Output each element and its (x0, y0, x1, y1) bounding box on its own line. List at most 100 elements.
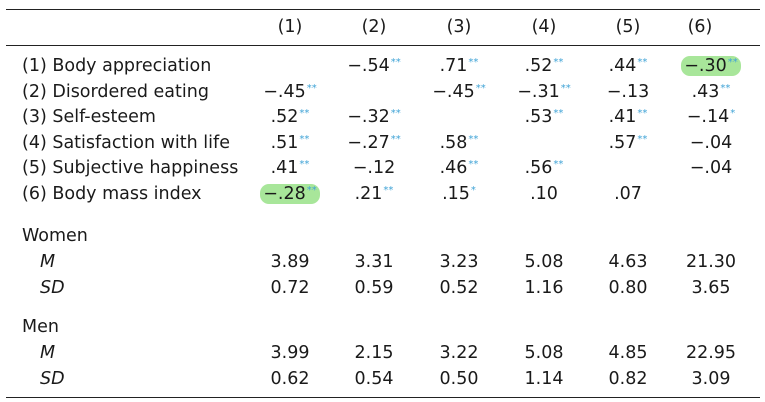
significance-marker: ** (468, 159, 479, 170)
correlation-value: .44** (608, 56, 648, 76)
correlation-cell: .71** (414, 55, 504, 77)
stat-value: 3.99 (270, 343, 310, 363)
correlation-cell: .51** (245, 132, 335, 154)
correlation-cell: .52** (499, 55, 589, 77)
correlation-cell: .07 (583, 183, 673, 205)
column-header: (6) (687, 17, 713, 37)
significance-marker: ** (390, 57, 401, 68)
stat-label: SD (40, 278, 65, 298)
row-label: (4) Satisfaction with life (22, 133, 230, 153)
column-header: (1) (277, 17, 303, 37)
significance-marker: ** (553, 159, 564, 170)
correlation-cell: −.32** (329, 106, 419, 128)
correlation-value: −.45** (432, 82, 486, 102)
stat-label: SD (40, 369, 65, 389)
significance-marker: ** (306, 83, 317, 94)
correlation-value: −.13 (606, 82, 650, 102)
stat-value: 5.08 (524, 343, 564, 363)
column-header: (4) (531, 17, 557, 37)
significance-marker: ** (306, 185, 317, 196)
correlation-cell: .44** (583, 55, 673, 77)
correlation-cell: .10 (499, 183, 589, 205)
stat-value: 0.59 (354, 278, 394, 298)
correlation-value: .46** (439, 158, 479, 178)
correlation-value: .52** (524, 56, 564, 76)
stat-value: 0.82 (608, 369, 648, 389)
correlation-cell: .43** (666, 81, 756, 103)
significance-marker: ** (390, 108, 401, 119)
correlation-cell: .52** (245, 106, 335, 128)
significance-marker: ** (468, 134, 479, 145)
stat-value: 0.52 (439, 278, 479, 298)
significance-marker: ** (560, 83, 571, 94)
stat-value: 1.14 (524, 369, 564, 389)
column-header: (5) (615, 17, 641, 37)
significance-marker: ** (475, 83, 486, 94)
stat-value: 0.62 (270, 369, 310, 389)
bottom-rule (6, 397, 760, 398)
stat-value: 3.23 (439, 252, 479, 272)
correlation-cell: −.28** (245, 183, 335, 205)
stat-value: 0.72 (270, 278, 310, 298)
correlation-value: −.32** (347, 107, 401, 127)
significance-marker: ** (637, 134, 648, 145)
correlation-cell: .41** (583, 106, 673, 128)
correlation-value: −.12 (352, 158, 396, 178)
correlation-value: .58** (439, 133, 479, 153)
row-label: (3) Self-esteem (22, 107, 156, 127)
highlighted-value: −.30** (681, 56, 741, 76)
correlation-cell: −.04 (666, 132, 756, 154)
correlation-cell: .58** (414, 132, 504, 154)
correlation-cell: .57** (583, 132, 673, 154)
correlation-value: .21** (354, 184, 394, 204)
stat-value: 3.31 (354, 252, 394, 272)
group-heading-men: Men (22, 317, 59, 337)
correlation-cell: −.14* (666, 106, 756, 128)
row-label: (6) Body mass index (22, 184, 202, 204)
significance-marker: ** (390, 134, 401, 145)
correlation-cell: −.30** (666, 55, 756, 77)
correlation-value: .15* (442, 184, 476, 204)
stat-label: M (40, 343, 56, 363)
row-label: (5) Subjective happiness (22, 158, 239, 178)
correlation-cell: −.45** (245, 81, 335, 103)
column-header: (3) (446, 17, 472, 37)
row-label: (1) Body appreciation (22, 56, 212, 76)
correlation-value: −.04 (689, 158, 733, 178)
correlation-value: .52** (270, 107, 310, 127)
significance-marker: ** (637, 57, 648, 68)
significance-marker: ** (299, 108, 310, 119)
significance-marker: ** (299, 159, 310, 170)
stat-label: M (40, 252, 56, 272)
significance-marker: ** (299, 134, 310, 145)
top-rule (6, 9, 760, 10)
significance-marker: ** (468, 57, 479, 68)
significance-marker: ** (553, 108, 564, 119)
significance-marker: * (470, 185, 476, 196)
significance-marker: ** (553, 57, 564, 68)
correlation-value: .41** (270, 158, 310, 178)
row-label: (2) Disordered eating (22, 82, 209, 102)
stat-value: 1.16 (524, 278, 564, 298)
stat-value: 22.95 (685, 343, 737, 363)
correlation-cell: .41** (245, 157, 335, 179)
correlation-value: −.04 (689, 133, 733, 153)
correlation-value: .10 (530, 184, 558, 204)
correlation-value: .53** (524, 107, 564, 127)
correlation-value: .56** (524, 158, 564, 178)
significance-marker: ** (383, 185, 394, 196)
correlation-cell: −.31** (499, 81, 589, 103)
header-rule (6, 45, 760, 46)
correlation-value: .57** (608, 133, 648, 153)
correlation-cell: .53** (499, 106, 589, 128)
correlation-cell: −.27** (329, 132, 419, 154)
correlation-cell: .46** (414, 157, 504, 179)
stat-value: 3.09 (691, 369, 731, 389)
correlation-value: −.27** (347, 133, 401, 153)
stat-value: 0.80 (608, 278, 648, 298)
correlation-value: −.31** (517, 82, 571, 102)
correlation-cell: −.12 (329, 157, 419, 179)
correlation-value: −.45** (263, 82, 317, 102)
group-heading-women: Women (22, 226, 88, 246)
significance-marker: ** (727, 57, 738, 68)
